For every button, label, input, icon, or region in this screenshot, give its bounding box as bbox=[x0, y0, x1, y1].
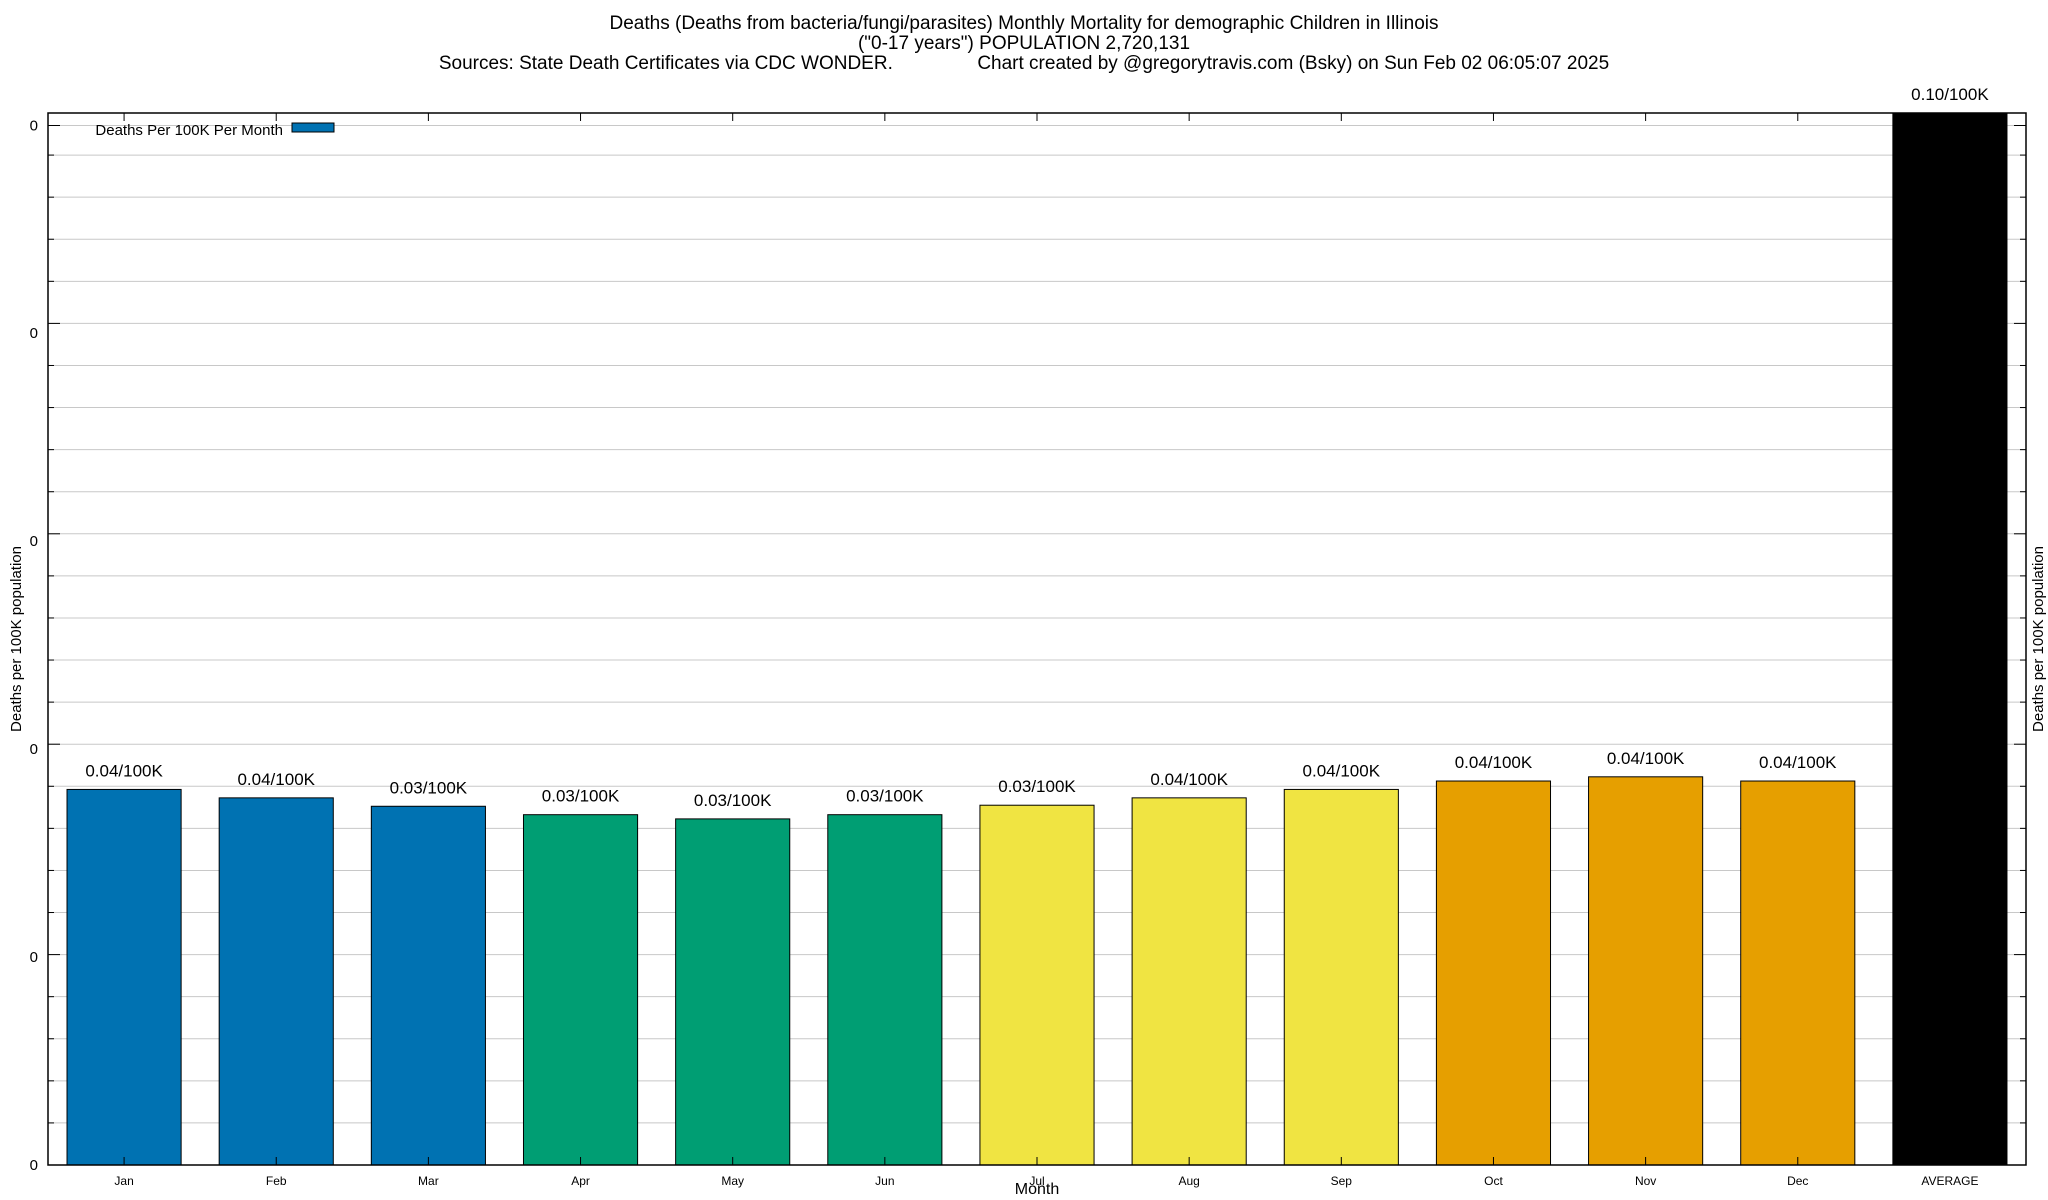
x-tick-label: Feb bbox=[266, 1174, 287, 1188]
y-tick-label: 0 bbox=[30, 533, 38, 550]
plot-frame bbox=[47, 112, 2027, 1166]
data-label: 0.04/100K bbox=[237, 770, 315, 789]
data-label: 0.04/100K bbox=[1150, 770, 1228, 789]
data-label: 0.03/100K bbox=[542, 787, 620, 806]
x-tick-label: Sep bbox=[1331, 1174, 1353, 1188]
data-label: 0.03/100K bbox=[390, 778, 468, 797]
bar-jun bbox=[827, 814, 943, 1166]
chart-title-block: Deaths (Deaths from bacteria/fungi/paras… bbox=[0, 14, 2048, 74]
y-axis-label-right: Deaths per 100K population bbox=[2030, 546, 2047, 732]
bar-feb bbox=[218, 797, 334, 1166]
legend-swatch bbox=[291, 122, 335, 133]
x-tick-label: AVERAGE bbox=[1921, 1174, 1978, 1188]
y-tick-label: 0 bbox=[30, 1157, 38, 1174]
bar-average bbox=[1892, 112, 2008, 1166]
data-label: 0.04/100K bbox=[1303, 761, 1381, 780]
y-tick-label: 0 bbox=[30, 741, 38, 758]
x-axis-label: Month bbox=[1015, 1181, 1059, 1198]
data-label: 0.04/100K bbox=[1759, 753, 1837, 772]
data-label: 0.10/100K bbox=[1911, 85, 1989, 104]
bar-dec bbox=[1740, 780, 1856, 1166]
bar-jan bbox=[66, 788, 182, 1166]
data-label: 0.04/100K bbox=[85, 761, 163, 780]
legend-label: Deaths Per 100K Per Month bbox=[95, 122, 283, 139]
x-tick-label: Jul bbox=[1029, 1174, 1044, 1188]
x-tick-label: Jan bbox=[114, 1174, 133, 1188]
x-tick-label: May bbox=[721, 1174, 744, 1188]
chart-source-line: Sources: State Death Certificates via CD… bbox=[438, 53, 1610, 74]
legend: Deaths Per 100K Per Month bbox=[95, 122, 335, 139]
x-tick-label: Mar bbox=[418, 1174, 439, 1188]
data-label: 0.04/100K bbox=[1607, 749, 1685, 768]
x-tick-label: Nov bbox=[1635, 1174, 1656, 1188]
bar-sep bbox=[1283, 788, 1399, 1166]
x-tick-label: Apr bbox=[571, 1174, 590, 1188]
data-label: 0.03/100K bbox=[998, 777, 1076, 796]
bar-may bbox=[675, 818, 791, 1166]
bar-oct bbox=[1435, 780, 1552, 1166]
bar-jul bbox=[979, 804, 1095, 1166]
data-label: 0.04/100K bbox=[1455, 753, 1533, 772]
y-tick-label: 0 bbox=[30, 118, 38, 135]
bar-nov bbox=[1588, 776, 1704, 1166]
y-axis-label-left: Deaths per 100K population bbox=[8, 546, 25, 732]
x-tick-label: Jun bbox=[875, 1174, 894, 1188]
x-tick-label: Aug bbox=[1178, 1174, 1199, 1188]
y-tick-label: 0 bbox=[30, 949, 38, 966]
bar-aug bbox=[1131, 797, 1247, 1166]
data-label: 0.03/100K bbox=[694, 791, 772, 810]
data-labels-layer: 0.04/100K 0.04/100K 0.03/100K 0.03/100K 0.03… bbox=[85, 85, 1989, 810]
chart-subtitle: ("0-17 years") POPULATION 2,720,131 bbox=[857, 33, 1191, 54]
y-tick-label: 0 bbox=[30, 325, 38, 342]
bar-mar bbox=[370, 805, 486, 1166]
chart-title: Deaths (Deaths from bacteria/fungi/paras… bbox=[609, 13, 1439, 34]
ticks-layer: 0 0 0 0 0 0 Jan Feb Mar Apr May Jun Jul Aug Sep Oct Nov D… bbox=[30, 113, 2026, 1188]
data-label: 0.03/100K bbox=[846, 787, 924, 806]
x-tick-label: Oct bbox=[1484, 1174, 1503, 1188]
x-tick-label: Dec bbox=[1787, 1174, 1808, 1188]
bars-layer bbox=[66, 112, 2008, 1166]
bar-apr bbox=[522, 814, 639, 1166]
